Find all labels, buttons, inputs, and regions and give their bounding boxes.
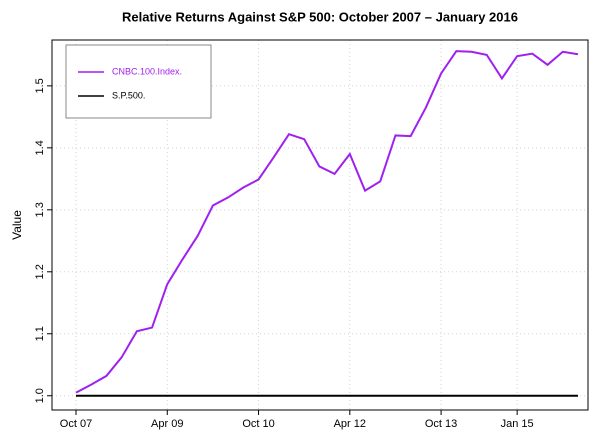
legend-box [65, 44, 212, 119]
y-tick-label: 1.1 [34, 326, 46, 341]
legend-label: CNBC.100.Index. [112, 66, 182, 76]
x-tick-label: Oct 10 [242, 418, 274, 430]
chart-title: Relative Returns Against S&P 500: Octobe… [122, 9, 518, 24]
y-tick-label: 1.0 [34, 388, 46, 403]
x-tick-label: Apr 09 [151, 418, 183, 430]
x-tick-label: Jan 15 [501, 418, 534, 430]
x-tick-label: Apr 12 [334, 418, 366, 430]
y-tick-label: 1.2 [34, 264, 46, 279]
y-tick-label: 1.4 [34, 140, 46, 155]
x-tick-label: Oct 13 [425, 418, 457, 430]
plot-border [51, 39, 589, 411]
legend-label: S.P.500. [112, 90, 145, 100]
x-tick-label: Oct 07 [60, 418, 92, 430]
y-tick-label: 1.5 [34, 78, 46, 93]
line-series [75, 50, 579, 394]
y-tick-label: 1.3 [34, 202, 46, 217]
y-axis-label: Value [10, 210, 24, 240]
